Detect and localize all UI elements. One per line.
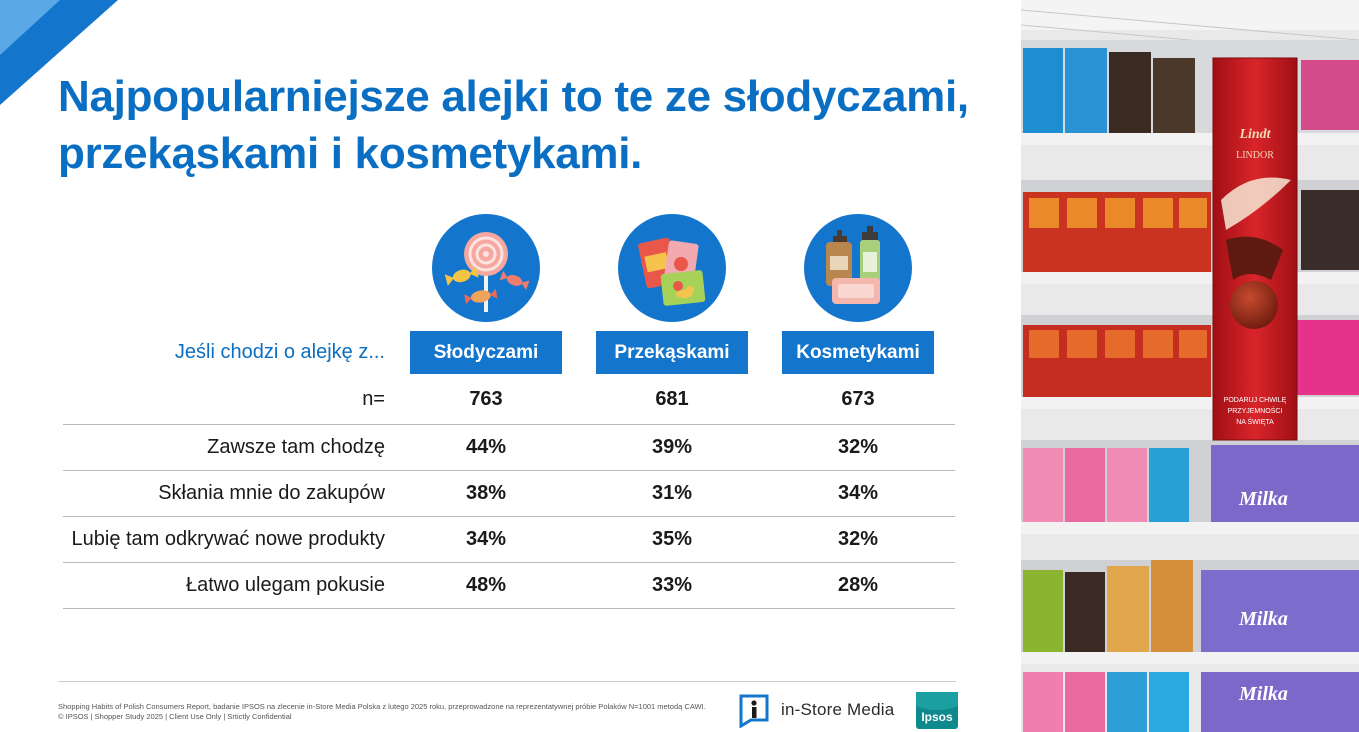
svg-text:LINDOR: LINDOR: [1236, 150, 1274, 161]
n-value-sweets: 763: [469, 388, 503, 410]
ipsos-logo: Ipsos: [916, 692, 958, 729]
n-value-snacks: 681: [655, 388, 689, 410]
table-cell: 39%: [651, 436, 693, 458]
snacks-icon: [618, 214, 726, 322]
table-cell: 33%: [651, 574, 693, 596]
table-cell: 38%: [465, 482, 507, 504]
n-value-cosmetics: 673: [841, 388, 875, 410]
table-cell: 32%: [837, 436, 879, 458]
table-divider: [63, 470, 955, 471]
row-label-encourages-purchase: Skłania mnie do zakupów: [158, 482, 385, 504]
row-label-temptation: Łatwo ulegam pokusie: [185, 574, 385, 596]
svg-text:Ipsos: Ipsos: [921, 710, 953, 724]
instore-media-logo: in-Store Media: [737, 692, 902, 728]
svg-text:PRZYJEMNOŚCI: PRZYJEMNOŚCI: [1228, 406, 1283, 415]
table-cell: 34%: [837, 482, 879, 504]
table-cell: 48%: [465, 574, 507, 596]
table-divider: [63, 562, 955, 563]
footnote-copyright: © IPSOS | Shopper Study 2025 | Client Us…: [58, 712, 292, 721]
table-cell: 34%: [465, 528, 507, 550]
svg-text:Milka: Milka: [1238, 488, 1288, 510]
table-cell: 32%: [837, 528, 879, 550]
instore-media-icon: [739, 694, 769, 728]
column-header-sweets: Słodyczami: [410, 331, 562, 374]
svg-text:Milka: Milka: [1238, 683, 1288, 705]
cosmetics-icon: [804, 214, 912, 322]
table-lead-label: Jeśli chodzi o alejkę z...: [174, 341, 385, 363]
svg-text:PODARUJ CHWILĘ: PODARUJ CHWILĘ: [1224, 397, 1287, 404]
footnote-source: Shopping Habits of Polish Consumers Repo…: [58, 702, 706, 711]
table-cell: 28%: [837, 574, 879, 596]
table-divider: [63, 608, 955, 609]
instore-media-logo-text: in-Store Media: [781, 700, 895, 719]
svg-text:Lindt: Lindt: [1238, 127, 1271, 142]
footer-divider: [58, 681, 956, 682]
n-label: n=: [362, 388, 385, 410]
table-divider: [63, 424, 955, 425]
svg-text:NA ŚWIĘTA: NA ŚWIĘTA: [1236, 417, 1274, 426]
store-aisle-photo: Milka Milka Milka Lindt LINDOR PODARUJ C…: [1021, 0, 1359, 732]
row-label-always-go: Zawsze tam chodzę: [207, 436, 385, 458]
column-header-snacks: Przekąskami: [596, 331, 748, 374]
table-cell: 44%: [465, 436, 507, 458]
corner-decoration: [0, 0, 118, 105]
row-label-discover-products: Lubię tam odkrywać nowe produkty: [71, 528, 386, 550]
svg-text:Milka: Milka: [1238, 608, 1288, 630]
table-cell: 31%: [651, 482, 693, 504]
column-header-cosmetics: Kosmetykami: [782, 331, 934, 374]
candy-icon: [432, 214, 540, 322]
page-title: Najpopularniejsze alejki to te ze słodyc…: [58, 72, 969, 178]
table-divider: [63, 516, 955, 517]
table-cell: 35%: [651, 528, 693, 550]
